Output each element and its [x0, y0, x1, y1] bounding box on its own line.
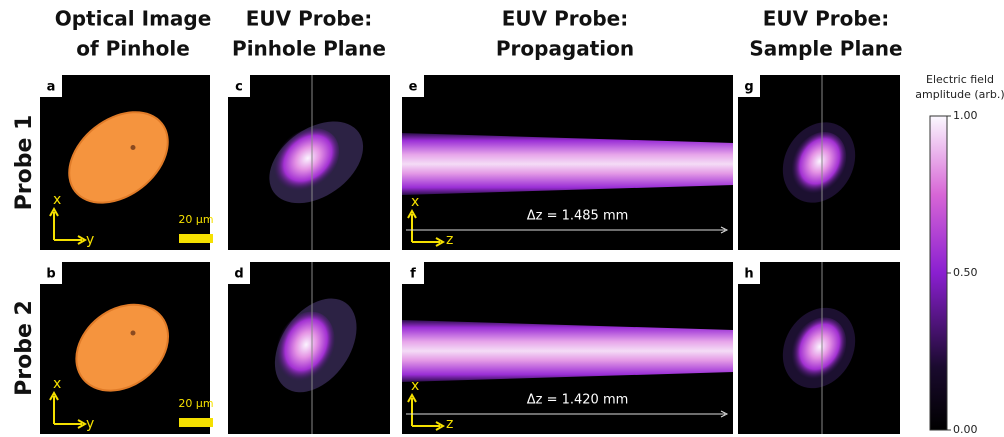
axis-label: z — [446, 232, 453, 248]
scale-bar — [179, 418, 213, 427]
panel: g — [738, 75, 900, 250]
panel: c — [228, 75, 390, 250]
axis-label: y — [86, 416, 94, 432]
panel-label: b — [46, 267, 55, 282]
colorbar — [930, 116, 947, 430]
scale-bar-label: 20 µm — [178, 397, 213, 410]
axis-label: x — [411, 194, 419, 210]
column-title: EUV Probe: — [763, 7, 889, 31]
beam — [402, 133, 733, 195]
panel-label: c — [235, 80, 243, 95]
panel: x y 20 µm b — [40, 262, 214, 434]
colorbar-tick-label: 0.00 — [953, 423, 978, 436]
panel-label: d — [234, 267, 243, 282]
scale-bar-label: 20 µm — [178, 213, 213, 226]
propagation-distance: Δz = 1.420 mm — [527, 393, 629, 408]
axis-label: x — [53, 192, 61, 208]
axis-label: x — [53, 376, 61, 392]
figure: Optical Image of Pinhole EUV Probe: Pinhole… — [0, 0, 1004, 437]
colorbar-tick-label: 1.00 — [953, 109, 978, 122]
panel-label: g — [744, 80, 753, 95]
panel-label: e — [409, 80, 418, 95]
column-title: Sample Plane — [749, 37, 902, 61]
colorbar-title: Electric field — [926, 73, 994, 86]
axis-label: z — [446, 416, 453, 432]
panel: x z Δz = 1.485 mm e — [402, 75, 733, 250]
colorbar-title: amplitude (arb.) — [915, 88, 1004, 101]
column-title: Optical Image — [55, 7, 212, 31]
row-label: Probe 2 — [12, 300, 37, 396]
row-label: Probe 1 — [12, 115, 37, 211]
axis-label: x — [411, 378, 419, 394]
panel: x z Δz = 1.420 mm f — [402, 262, 733, 434]
panel-label: h — [744, 267, 753, 282]
column-title: EUV Probe: — [502, 7, 628, 31]
propagation-distance: Δz = 1.485 mm — [527, 209, 629, 224]
column-title: of Pinhole — [76, 37, 190, 61]
column-title: Propagation — [496, 37, 634, 61]
axis-label: y — [86, 232, 94, 248]
panel-label: f — [410, 267, 416, 282]
panel: d — [228, 262, 390, 434]
defect — [131, 331, 136, 336]
panel-label: a — [47, 80, 56, 95]
scale-bar — [179, 234, 213, 243]
defect — [131, 145, 136, 150]
column-title: EUV Probe: — [246, 7, 372, 31]
column-title: Pinhole Plane — [232, 37, 386, 61]
panel: x y 20 µm a — [40, 75, 214, 250]
beam — [402, 320, 733, 382]
colorbar-tick-label: 0.50 — [953, 266, 978, 279]
panel: h — [738, 262, 900, 434]
